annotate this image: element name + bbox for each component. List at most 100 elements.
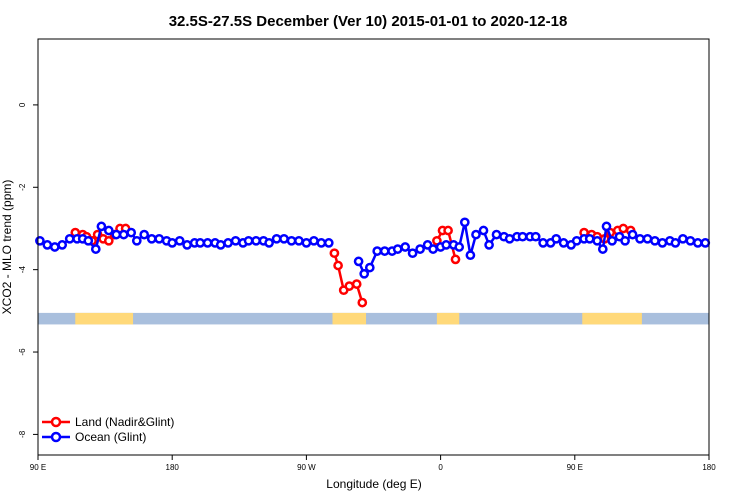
series-1-point-0-15	[139, 229, 150, 240]
y-tick-label-4: -8	[18, 430, 27, 438]
y-tick-label-3: -6	[18, 348, 27, 356]
series-1-point-1-45	[650, 235, 660, 246]
series-1-point-0-17	[154, 233, 165, 244]
series-1-point-1-51	[692, 238, 703, 248]
y-axis: 0 -2 -4 -6 -8	[18, 102, 38, 438]
series-1-point-0-2	[49, 242, 60, 252]
series-1-point-1-25	[517, 231, 528, 242]
series-1-point-0-41	[323, 238, 334, 248]
series-1-point-0-27	[223, 238, 233, 248]
series-0-point-3-6	[618, 223, 629, 234]
series-1-point-1-15	[454, 242, 465, 252]
plot-frame	[37, 38, 710, 456]
band-land-3	[582, 312, 642, 325]
x-tick-label-3: 0	[438, 463, 443, 472]
series-1-point-0-19	[167, 238, 178, 248]
series-1-point-0-30	[243, 235, 254, 246]
x-axis-label: Longitude (deg E)	[326, 477, 421, 491]
chart-title: 32.5S-27.5S December (Ver 10) 2015-01-01…	[169, 13, 568, 30]
series-1-point-0-24	[202, 238, 213, 248]
series-layer	[35, 217, 711, 308]
band-land-2	[436, 312, 460, 325]
band-land-0	[75, 312, 134, 325]
series-1-point-0-37	[294, 235, 304, 246]
series-1-point-0-12	[118, 229, 129, 240]
series-1-point-0-1	[42, 240, 53, 250]
series-1-point-1-1	[359, 268, 370, 279]
series-1-point-1-31	[558, 238, 569, 248]
series-0-point-1-1	[333, 260, 343, 271]
series-1-point-0-4	[64, 233, 75, 244]
legend-label-ocean: Ocean (Glint)	[75, 430, 146, 444]
series-1-line-1	[357, 221, 706, 276]
series-1-point-1-7	[400, 242, 411, 252]
x-tick-label-5: 180	[702, 463, 716, 472]
series-1-point-1-16	[459, 217, 470, 228]
series-1-point-1-30	[551, 233, 562, 244]
series-1-point-1-50	[685, 235, 696, 246]
series-1-point-0-36	[286, 235, 297, 246]
y-tick-label-0: 0	[18, 102, 27, 107]
series-1-point-1-43	[635, 233, 645, 244]
series-1-point-1-11	[428, 244, 438, 254]
series-1-point-1-21	[491, 229, 502, 240]
surface-band	[38, 312, 709, 325]
y-tick-label-2: -4	[18, 266, 27, 274]
series-1-point-1-35	[584, 233, 595, 244]
series-1-point-0-39	[309, 235, 319, 246]
series-1-point-1-6	[392, 244, 403, 254]
series-0-point-1-4	[351, 279, 362, 289]
series-1-point-0-8	[90, 244, 101, 254]
series-1-point-0-20	[174, 235, 185, 246]
series-1-point-0-14	[131, 235, 142, 246]
series-1-point-1-44	[642, 233, 653, 244]
series-0-point-1-3	[344, 281, 355, 291]
x-tick-label-4: 90 E	[567, 463, 583, 472]
series-1-point-1-8	[407, 248, 418, 259]
legend-label-land: Land (Nadir&Glint)	[75, 415, 174, 429]
series-1-point-1-33	[571, 235, 582, 246]
series-1-point-1-36	[592, 235, 603, 246]
series-1-point-1-37	[597, 244, 608, 254]
series-1-point-1-46	[657, 238, 668, 248]
series-1-point-1-2	[364, 262, 375, 273]
series-1-point-1-13	[441, 240, 452, 250]
series-1-point-0-28	[230, 235, 241, 246]
series-0-point-2-3	[450, 254, 461, 265]
series-1-point-1-28	[538, 238, 548, 248]
series-1-point-1-19	[478, 225, 489, 236]
series-1-point-1-49	[678, 233, 688, 244]
series-1-point-0-9	[96, 221, 107, 232]
legend-marker-land	[50, 416, 62, 428]
series-1-point-0-23	[195, 238, 206, 248]
series-1-point-1-3	[372, 246, 383, 256]
series-1-point-0-3	[57, 240, 68, 250]
series-1	[35, 217, 711, 279]
series-1-point-1-4	[379, 246, 390, 256]
series-1-point-0-0	[35, 235, 45, 246]
series-1-point-0-40	[316, 238, 327, 248]
series-1-point-1-38	[601, 221, 612, 232]
y-tick-label-1: -2	[18, 183, 27, 191]
series-1-point-1-48	[670, 238, 681, 248]
x-tick-label-2: 90 W	[297, 463, 316, 472]
series-1-point-1-41	[620, 235, 630, 246]
band-land-1	[332, 312, 367, 325]
series-1-point-1-42	[627, 229, 638, 240]
series-1-point-0-33	[264, 238, 274, 248]
series-1-point-1-9	[415, 244, 425, 254]
series-1-point-0-31	[251, 235, 261, 246]
series-1-point-0-10	[103, 225, 114, 236]
series-1-point-1-17	[465, 250, 476, 261]
series-1-point-0-13	[126, 227, 137, 238]
series-0-point-0-6	[103, 235, 114, 246]
series-1-point-1-52	[700, 238, 711, 248]
series-1-point-1-39	[607, 235, 617, 246]
x-axis: 90 E 180 90 W 0 90 E 180	[30, 455, 716, 472]
series-1-point-1-27	[530, 231, 541, 242]
x-tick-label-1: 180	[166, 463, 180, 472]
y-axis-label: XCO2 - MLO trend (ppm)	[0, 180, 14, 315]
series-1-point-0-16	[146, 233, 157, 244]
series-1-point-0-7	[83, 235, 94, 246]
